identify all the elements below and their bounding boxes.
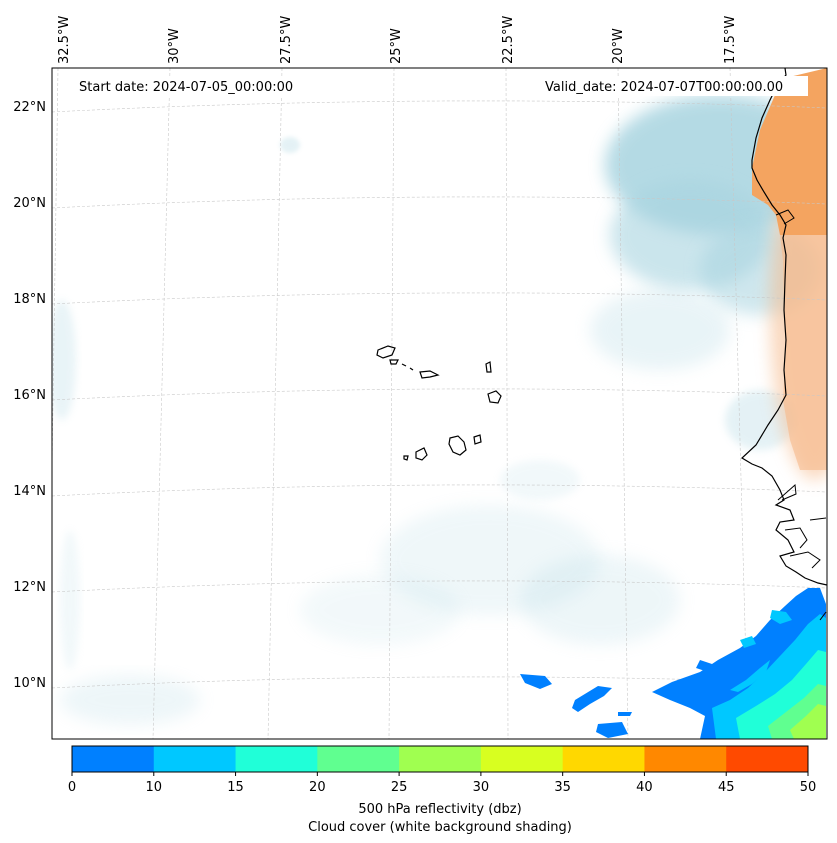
cape-verde-islands xyxy=(376,345,502,461)
valid-date-text: Valid_date: 2024-07-07T00:00:00.00 xyxy=(545,80,783,95)
lat-label-18: 18°N xyxy=(13,292,46,307)
colorbar-tick-label: 40 xyxy=(636,780,653,795)
colorbar-segment xyxy=(317,746,400,772)
colorbar-tick-label: 10 xyxy=(146,780,163,795)
coastline xyxy=(741,68,827,621)
colorbar-tick-label: 35 xyxy=(554,780,571,795)
lat-label-16: 16°N xyxy=(13,388,46,403)
colorbar-segment xyxy=(72,746,155,772)
lat-label-22: 22°N xyxy=(13,100,46,115)
start-date-box xyxy=(72,76,312,96)
map-frame xyxy=(51,67,828,740)
colorbar-tick-label: 20 xyxy=(309,780,326,795)
lat-label-12: 12°N xyxy=(13,580,46,595)
lon-label-22-5: 22.5°W xyxy=(501,16,516,64)
colorbar-tick-label: 45 xyxy=(718,780,735,795)
colorbar-tick-label: 25 xyxy=(391,780,408,795)
lat-label-14: 14°N xyxy=(13,484,46,499)
valid-date-box xyxy=(540,76,808,96)
colorbar-segment xyxy=(480,746,564,772)
colorbar-tick-label: 0 xyxy=(68,780,76,795)
map-content xyxy=(52,68,827,739)
latitude-labels: 22°N 20°N 18°N 16°N 14°N 12°N 10°N xyxy=(13,100,46,691)
colorbar-segment xyxy=(235,746,318,772)
lat-label-10: 10°N xyxy=(13,676,46,691)
colorbar-segment xyxy=(726,746,809,772)
lon-label-30: 30°W xyxy=(167,28,182,64)
lon-label-32-5: 32.5°W xyxy=(57,16,72,64)
colorbar-tick-label: 50 xyxy=(800,780,817,795)
colorbar-segment xyxy=(562,746,645,772)
lon-label-25: 25°W xyxy=(389,28,404,64)
land-shading xyxy=(752,68,827,480)
colorbar-frame xyxy=(71,745,809,773)
colorbar-segment xyxy=(153,746,237,772)
colorbar-tick-label: 30 xyxy=(473,780,490,795)
start-date-text: Start date: 2024-07-05_00:00:00 xyxy=(79,80,293,95)
reflectivity-shading xyxy=(520,588,826,739)
lon-label-20: 20°W xyxy=(611,28,626,64)
lon-label-17-5: 17.5°W xyxy=(723,16,738,64)
colorbar: 0 10 15 20 25 30 35 40 45 50 xyxy=(68,745,817,795)
colorbar-tick-label: 15 xyxy=(227,780,244,795)
colorbar-label-line2: Cloud cover (white background shading) xyxy=(308,820,572,835)
colorbar-label-line1: 500 hPa reflectivity (dbz) xyxy=(358,802,521,817)
lat-label-20: 20°N xyxy=(13,196,46,211)
lon-label-27-5: 27.5°W xyxy=(279,16,294,64)
gridlines xyxy=(52,68,827,739)
longitude-labels: 32.5°W 30°W 27.5°W 25°W 22.5°W 20°W 17.5… xyxy=(57,16,738,64)
colorbar-segment xyxy=(644,746,727,772)
colorbar-segment xyxy=(399,746,482,772)
